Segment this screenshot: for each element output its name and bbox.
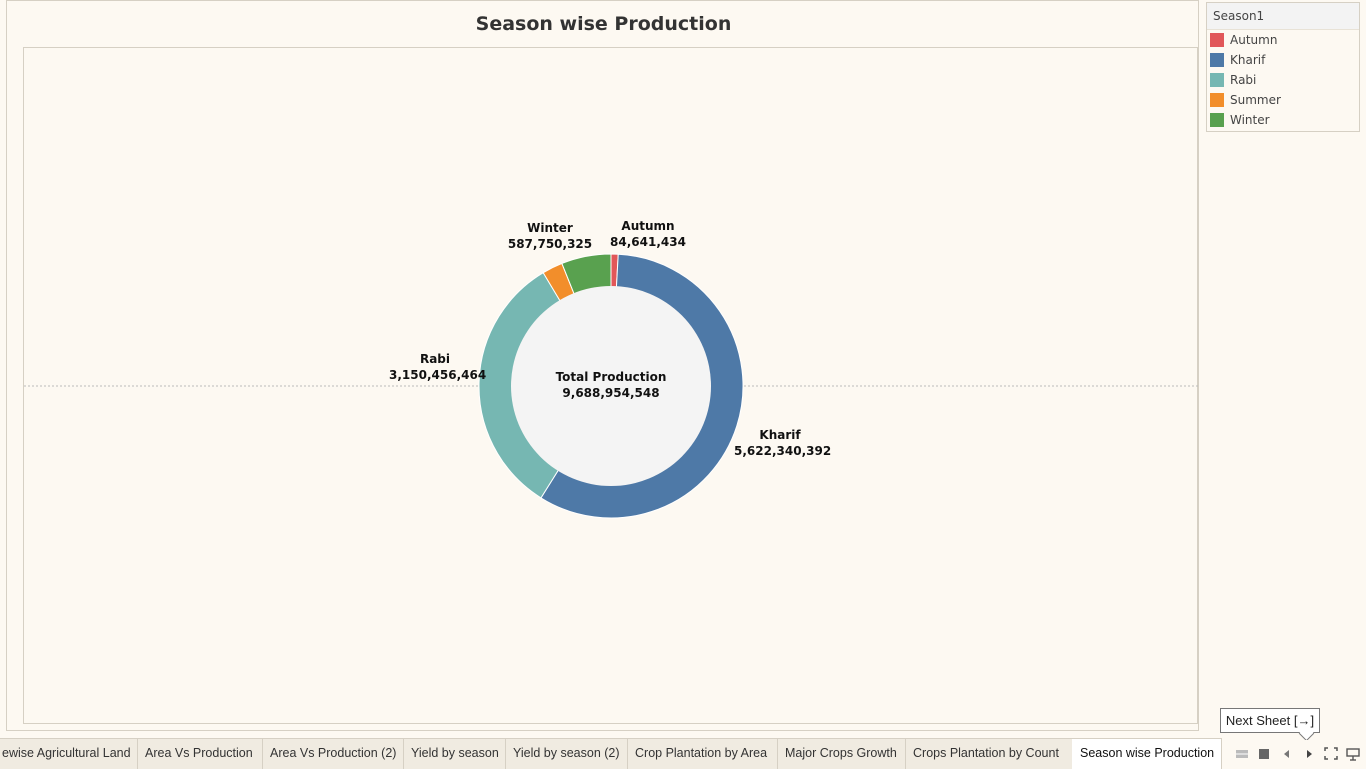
tab-statewise-agricultural-land[interactable]: ewise Agricultural Land <box>0 739 138 769</box>
slice-label-rabi: Rabi 3,150,456,464 <box>389 351 487 383</box>
next-sheet-icon[interactable] <box>1300 744 1318 762</box>
slice-label-kharif: Kharif 5,622,340,392 <box>734 427 832 459</box>
slice-name: Winter <box>527 221 573 235</box>
donut-chart[interactable] <box>24 48 1199 725</box>
slice-label-winter: Winter 587,750,325 <box>506 220 594 252</box>
presentation-icon[interactable] <box>1344 744 1362 762</box>
legend-title: Season1 <box>1207 3 1359 30</box>
prev-sheet-icon[interactable] <box>1278 744 1296 762</box>
slice-value: 3,150,456,464 <box>389 368 487 382</box>
slice-value: 5,622,340,392 <box>734 444 832 458</box>
legend-item-winter[interactable]: Winter <box>1207 110 1359 130</box>
slice-value: 587,750,325 <box>507 237 593 251</box>
fullscreen-icon[interactable] <box>1322 744 1340 762</box>
plot-area[interactable]: Total Production 9,688,954,548 Autumn 84… <box>23 47 1199 725</box>
donut-hole <box>511 286 711 486</box>
slice-name: Rabi <box>419 352 451 366</box>
next-sheet-tooltip: Next Sheet [→] <box>1220 708 1320 733</box>
tab-yield-by-season[interactable]: Yield by season <box>403 739 506 769</box>
legend-swatch <box>1210 53 1224 67</box>
slice-value: 84,641,434 <box>610 235 686 249</box>
chart-title: Season wise Production <box>475 13 732 35</box>
slice-label-autumn: Autumn 84,641,434 <box>604 218 692 250</box>
tab-season-wise-production[interactable]: Season wise Production <box>1072 739 1222 769</box>
legend: Season1 Autumn Kharif Rabi Summer Winter <box>1206 2 1360 132</box>
grid-view-icon[interactable] <box>1233 744 1251 762</box>
tab-crops-plantation-by-count[interactable]: Crops Plantation by Count <box>905 739 1073 769</box>
slice-name: Kharif <box>759 428 801 442</box>
legend-swatch <box>1210 73 1224 87</box>
tab-yield-by-season-2[interactable]: Yield by season (2) <box>505 739 628 769</box>
legend-label: Kharif <box>1230 53 1266 67</box>
legend-label: Summer <box>1230 93 1281 107</box>
legend-label: Winter <box>1230 113 1270 127</box>
tab-area-vs-production[interactable]: Area Vs Production <box>137 739 263 769</box>
tab-major-crops-growth[interactable]: Major Crops Growth <box>777 739 906 769</box>
legend-item-rabi[interactable]: Rabi <box>1207 70 1359 90</box>
tab-crop-plantation-by-area[interactable]: Crop Plantation by Area <box>627 739 778 769</box>
center-value: 9,688,954,548 <box>562 386 660 400</box>
legend-swatch <box>1210 33 1224 47</box>
legend-swatch <box>1210 113 1224 127</box>
sheet-navigation-controls <box>1225 740 1366 768</box>
single-view-icon[interactable] <box>1255 744 1273 762</box>
legend-item-autumn[interactable]: Autumn <box>1207 30 1359 50</box>
legend-label: Autumn <box>1230 33 1278 47</box>
slice-name: Autumn <box>621 219 675 233</box>
tab-area-vs-production-2[interactable]: Area Vs Production (2) <box>262 739 404 769</box>
center-label: Total Production 9,688,954,548 <box>524 369 698 401</box>
legend-item-summer[interactable]: Summer <box>1207 90 1359 110</box>
legend-label: Rabi <box>1230 73 1257 87</box>
legend-item-kharif[interactable]: Kharif <box>1207 50 1359 70</box>
sheet-tabs: ewise Agricultural Land Area Vs Producti… <box>0 738 1222 769</box>
worksheet: Season wise Production Total Production … <box>6 0 1199 731</box>
legend-swatch <box>1210 93 1224 107</box>
center-title: Total Production <box>555 370 667 384</box>
